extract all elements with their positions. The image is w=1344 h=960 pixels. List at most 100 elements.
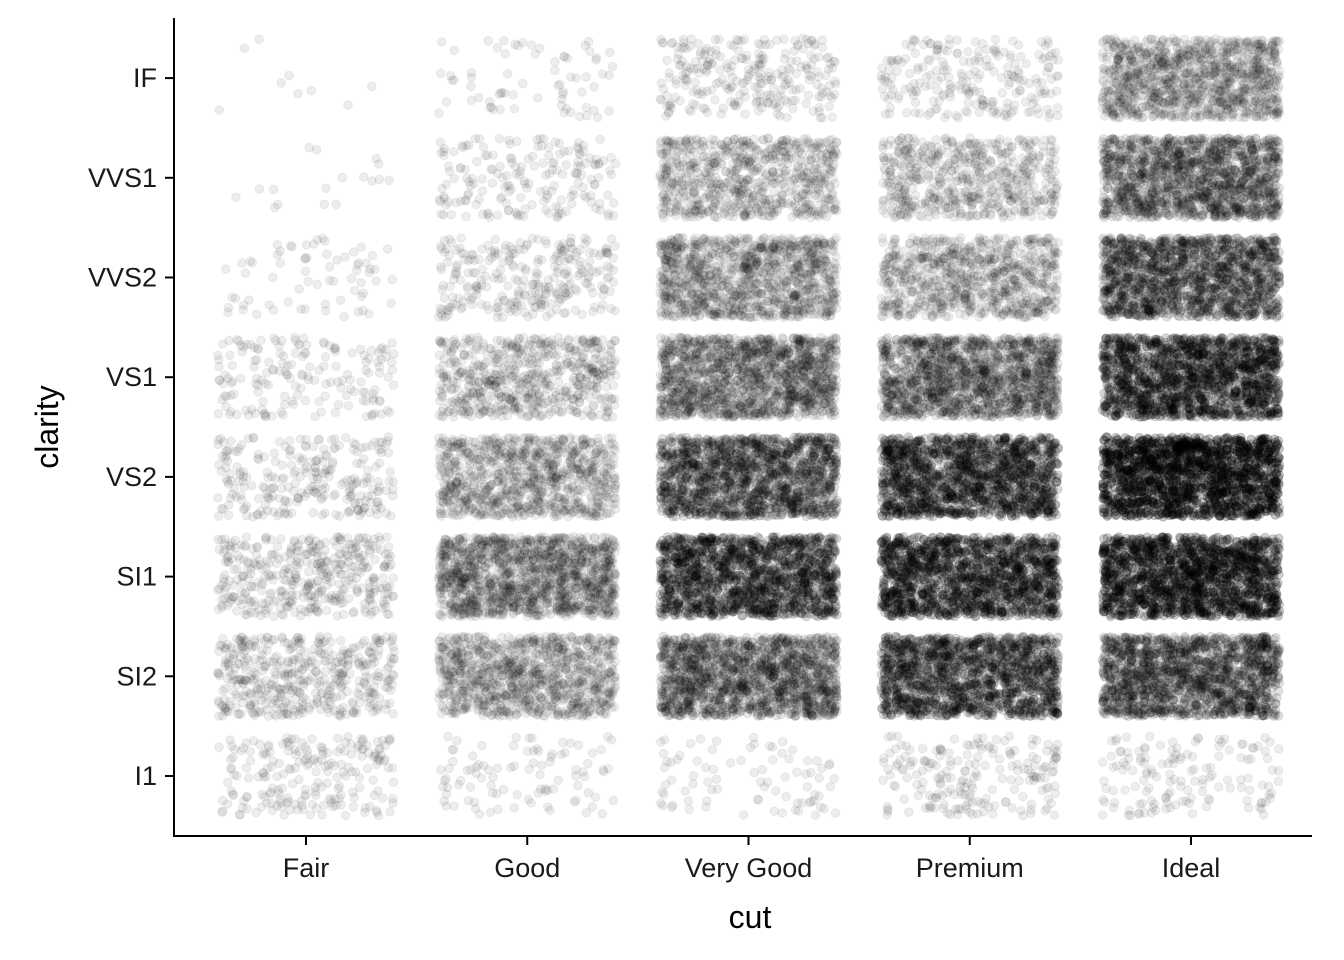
data-point	[369, 790, 380, 801]
data-point	[436, 765, 446, 775]
data-point	[541, 651, 552, 661]
data-point	[322, 778, 333, 789]
data-point	[283, 684, 293, 695]
data-point	[561, 602, 572, 613]
data-point	[458, 668, 469, 679]
data-point	[375, 756, 385, 766]
data-point	[259, 747, 270, 758]
data-point	[310, 782, 321, 793]
data-point	[542, 536, 553, 546]
data-point	[372, 509, 383, 520]
data-point	[297, 800, 307, 811]
data-point	[290, 763, 300, 774]
data-point	[558, 532, 568, 543]
data-point	[279, 670, 290, 681]
data-point	[562, 690, 572, 701]
data-point	[226, 378, 237, 388]
data-point	[343, 650, 353, 660]
data-point	[300, 784, 311, 795]
data-point	[300, 440, 311, 451]
data-point	[372, 807, 382, 818]
data-point	[455, 461, 465, 471]
data-point	[495, 562, 505, 573]
data-point	[300, 464, 310, 474]
data-point	[388, 476, 399, 487]
data-point	[257, 585, 267, 596]
data-point	[284, 645, 295, 655]
data-point	[227, 554, 237, 564]
data-point	[353, 740, 363, 751]
data-point	[293, 88, 303, 99]
data-point	[473, 575, 483, 585]
data-point	[318, 800, 329, 811]
data-point	[243, 564, 253, 574]
data-point	[537, 760, 547, 771]
point-cell-fair-vs1	[213, 332, 399, 422]
data-point	[377, 793, 388, 803]
data-point	[300, 395, 311, 406]
data-point	[335, 743, 346, 754]
data-point	[387, 635, 398, 645]
data-point	[268, 184, 279, 195]
data-point	[516, 535, 527, 546]
data-point	[491, 546, 502, 557]
data-point	[326, 798, 337, 808]
data-point	[216, 602, 227, 613]
data-point	[284, 740, 295, 751]
data-point	[240, 691, 251, 702]
data-point	[540, 692, 551, 703]
data-point	[300, 304, 311, 314]
data-point	[349, 792, 360, 803]
data-point	[603, 688, 614, 698]
data-point	[456, 643, 466, 653]
data-point	[516, 552, 526, 562]
data-point	[306, 85, 317, 96]
data-point	[375, 743, 385, 754]
data-point	[214, 105, 224, 115]
data-point	[324, 275, 335, 286]
data-point	[292, 686, 302, 697]
data-point	[227, 741, 237, 751]
data-point	[336, 651, 346, 662]
data-point	[261, 771, 271, 782]
data-point	[302, 252, 312, 263]
data-point	[445, 538, 455, 549]
data-point	[311, 790, 321, 800]
data-point	[340, 252, 350, 262]
data-point	[293, 492, 304, 503]
data-point	[237, 802, 248, 813]
data-point	[384, 734, 394, 744]
data-point	[310, 787, 320, 797]
data-point	[476, 773, 487, 783]
data-point	[360, 807, 370, 818]
data-point	[369, 408, 380, 419]
data-point	[241, 635, 251, 646]
data-point	[283, 793, 293, 803]
data-point	[527, 669, 538, 679]
data-point	[374, 753, 384, 763]
data-point	[328, 650, 338, 661]
data-point	[340, 810, 351, 821]
data-point	[228, 790, 239, 801]
data-point	[285, 805, 295, 815]
data-point	[593, 553, 603, 564]
data-point	[326, 700, 336, 710]
data-point	[240, 588, 250, 599]
data-point	[577, 675, 587, 686]
data-point	[232, 606, 242, 616]
data-point	[245, 339, 256, 350]
data-point	[352, 458, 362, 469]
data-point	[547, 749, 557, 759]
data-point	[590, 562, 600, 573]
data-point	[356, 491, 366, 501]
data-point	[375, 396, 385, 407]
data-point	[280, 441, 290, 452]
data-point	[471, 601, 482, 612]
data-point	[259, 409, 269, 420]
data-point	[216, 534, 227, 545]
data-point	[254, 34, 265, 45]
data-point	[537, 590, 548, 600]
point-cell-good-si2	[434, 631, 621, 722]
data-point	[219, 576, 229, 587]
data-point	[314, 365, 324, 376]
